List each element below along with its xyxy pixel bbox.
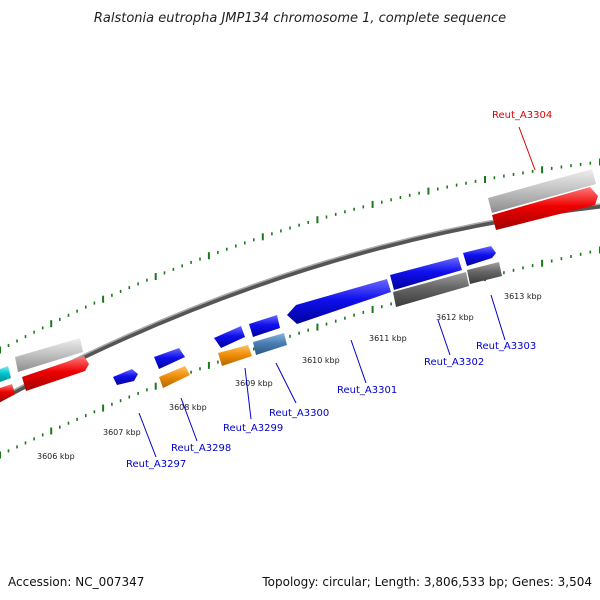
outer-tick-ring xyxy=(0,158,600,354)
gene-reut-a3298-arrow[interactable] xyxy=(159,366,190,388)
gene-c-arrow[interactable] xyxy=(249,315,280,337)
gene-label-reut-a3304[interactable]: Reut_A3304 xyxy=(492,110,552,121)
scale-label: 3612 kbp xyxy=(436,313,474,322)
leader-line-reut-a3304 xyxy=(518,126,536,171)
scale-label: 3609 kbp xyxy=(235,379,273,388)
gene-reut-a3297-arrow[interactable] xyxy=(113,369,138,385)
leader-line-reut-a3298 xyxy=(180,397,198,442)
gene-reut-a3300-arrow[interactable] xyxy=(253,333,287,355)
leader-line-reut-a3302 xyxy=(437,319,451,356)
rna-left-red[interactable] xyxy=(22,356,89,391)
rna-edge-cyan[interactable] xyxy=(0,366,11,382)
leader-line-reut-a3297 xyxy=(138,412,157,458)
gene-label-reut-a3299[interactable]: Reut_A3299 xyxy=(223,423,283,434)
chromosome-backbone-highlight xyxy=(0,203,600,399)
scale-label: 3610 kbp xyxy=(302,356,340,365)
rna-edge-red[interactable] xyxy=(0,384,15,402)
rna-right-lightgray[interactable] xyxy=(488,169,596,213)
gene-label-reut-a3297[interactable]: Reut_A3297 xyxy=(126,459,186,470)
gene-d-arrow[interactable] xyxy=(390,257,462,290)
gene-label-reut-a3300[interactable]: Reut_A3300 xyxy=(269,408,329,419)
scale-label: 3606 kbp xyxy=(37,452,75,461)
gene-label-reut-a3302[interactable]: Reut_A3302 xyxy=(424,357,484,368)
scale-label: 3613 kbp xyxy=(504,292,542,301)
leader-line-reut-a3300 xyxy=(275,362,297,404)
genome-summary-text: Topology: circular; Length: 3,806,533 bp… xyxy=(261,575,592,589)
scale-label: 3608 kbp xyxy=(169,403,207,412)
gene-label-reut-a3303[interactable]: Reut_A3303 xyxy=(476,341,536,352)
gene-reut-a3303-arrow[interactable] xyxy=(467,262,502,284)
gene-reut-a3301-arrow[interactable] xyxy=(287,279,391,324)
gene-reut-a3302-arrow[interactable] xyxy=(393,272,469,307)
gene-labels: Reut_A3297 Reut_A3298 Reut_A3299 Reut_A3300… xyxy=(126,110,552,470)
gene-b-arrow[interactable] xyxy=(214,326,245,348)
scale-labels: 3606 kbp 3607 kbp 3608 kbp 3609 kbp 3610 kbp… xyxy=(37,292,542,461)
scale-label: 3611 kbp xyxy=(369,334,407,343)
accession-text: Accession: NC_007347 xyxy=(8,575,144,589)
leader-line-reut-a3303 xyxy=(490,294,506,341)
map-title: Ralstonia eutropha JMP134 chromosome 1, … xyxy=(94,11,506,26)
gene-a-arrow[interactable] xyxy=(154,348,185,369)
gene-reut-a3304-arrow[interactable] xyxy=(492,187,598,230)
gene-e-arrow[interactable] xyxy=(463,246,496,266)
leader-line-reut-a3299 xyxy=(244,367,252,420)
scale-label: 3607 kbp xyxy=(103,428,141,437)
gene-reut-a3299-arrow[interactable] xyxy=(218,345,252,366)
gene-label-reut-a3298[interactable]: Reut_A3298 xyxy=(171,443,231,454)
rna-left-lightgray[interactable] xyxy=(15,338,83,372)
gene-label-reut-a3301[interactable]: Reut_A3301 xyxy=(337,385,397,396)
leader-line-reut-a3301 xyxy=(350,339,367,384)
